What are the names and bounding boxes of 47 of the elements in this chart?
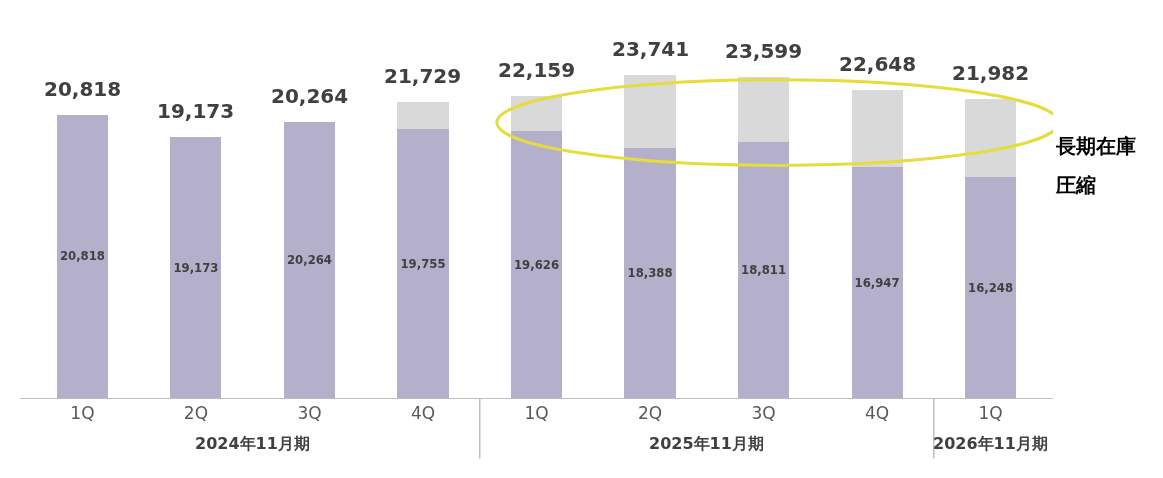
x-tick-label: 2Q — [637, 403, 663, 424]
x-tick-label: 1Q — [70, 403, 95, 424]
bar — [283, 122, 336, 398]
total-label: 22,159 — [498, 58, 576, 82]
total-label: 22,648 — [839, 52, 917, 76]
text: 圧縮 — [1055, 173, 1096, 197]
data-label: 18,388 — [627, 265, 673, 280]
data-label: 19,755 — [400, 256, 446, 271]
data-label: 16,248 — [968, 280, 1014, 295]
total-label: 20,264 — [271, 84, 349, 108]
bar — [56, 114, 108, 398]
text: 2026年11月期 — [933, 434, 1048, 453]
bar — [170, 137, 222, 398]
bar — [851, 89, 903, 168]
x-tick-label: 4Q — [410, 403, 436, 424]
bar — [737, 142, 790, 398]
bar — [737, 76, 790, 143]
text: 2024年11月期 — [195, 434, 310, 453]
data-label: 20,818 — [59, 249, 105, 264]
bar — [624, 74, 676, 148]
bar — [510, 96, 563, 131]
bar — [397, 102, 449, 130]
data-label: 16,947 — [854, 275, 900, 290]
bar — [510, 130, 563, 398]
bar — [965, 98, 1017, 177]
total-label: 19,173 — [157, 99, 235, 123]
x-tick-label: 4Q — [864, 403, 890, 424]
x-tick-label: 1Q — [524, 403, 549, 424]
data-label: 19,173 — [173, 260, 219, 275]
total-label: 21,982 — [952, 61, 1030, 85]
x-tick-label: 3Q — [297, 403, 322, 424]
total-label: 23,599 — [725, 39, 803, 63]
bar — [851, 167, 903, 398]
x-tick-label: 3Q — [751, 403, 776, 424]
data-label: 20,264 — [286, 253, 332, 268]
bar — [965, 176, 1017, 398]
x-tick-label: 1Q — [978, 403, 1003, 424]
text: 長期在庫 — [1055, 134, 1136, 158]
total-label: 20,818 — [44, 77, 122, 101]
total-label: 21,729 — [384, 64, 462, 88]
x-tick-label: 2Q — [183, 403, 209, 424]
total-label: 23,741 — [612, 37, 690, 61]
data-label: 18,811 — [741, 263, 787, 278]
bar — [397, 129, 449, 398]
data-label: 19,626 — [513, 257, 560, 272]
bar — [624, 147, 676, 398]
text: 2025年11月期 — [649, 434, 764, 453]
